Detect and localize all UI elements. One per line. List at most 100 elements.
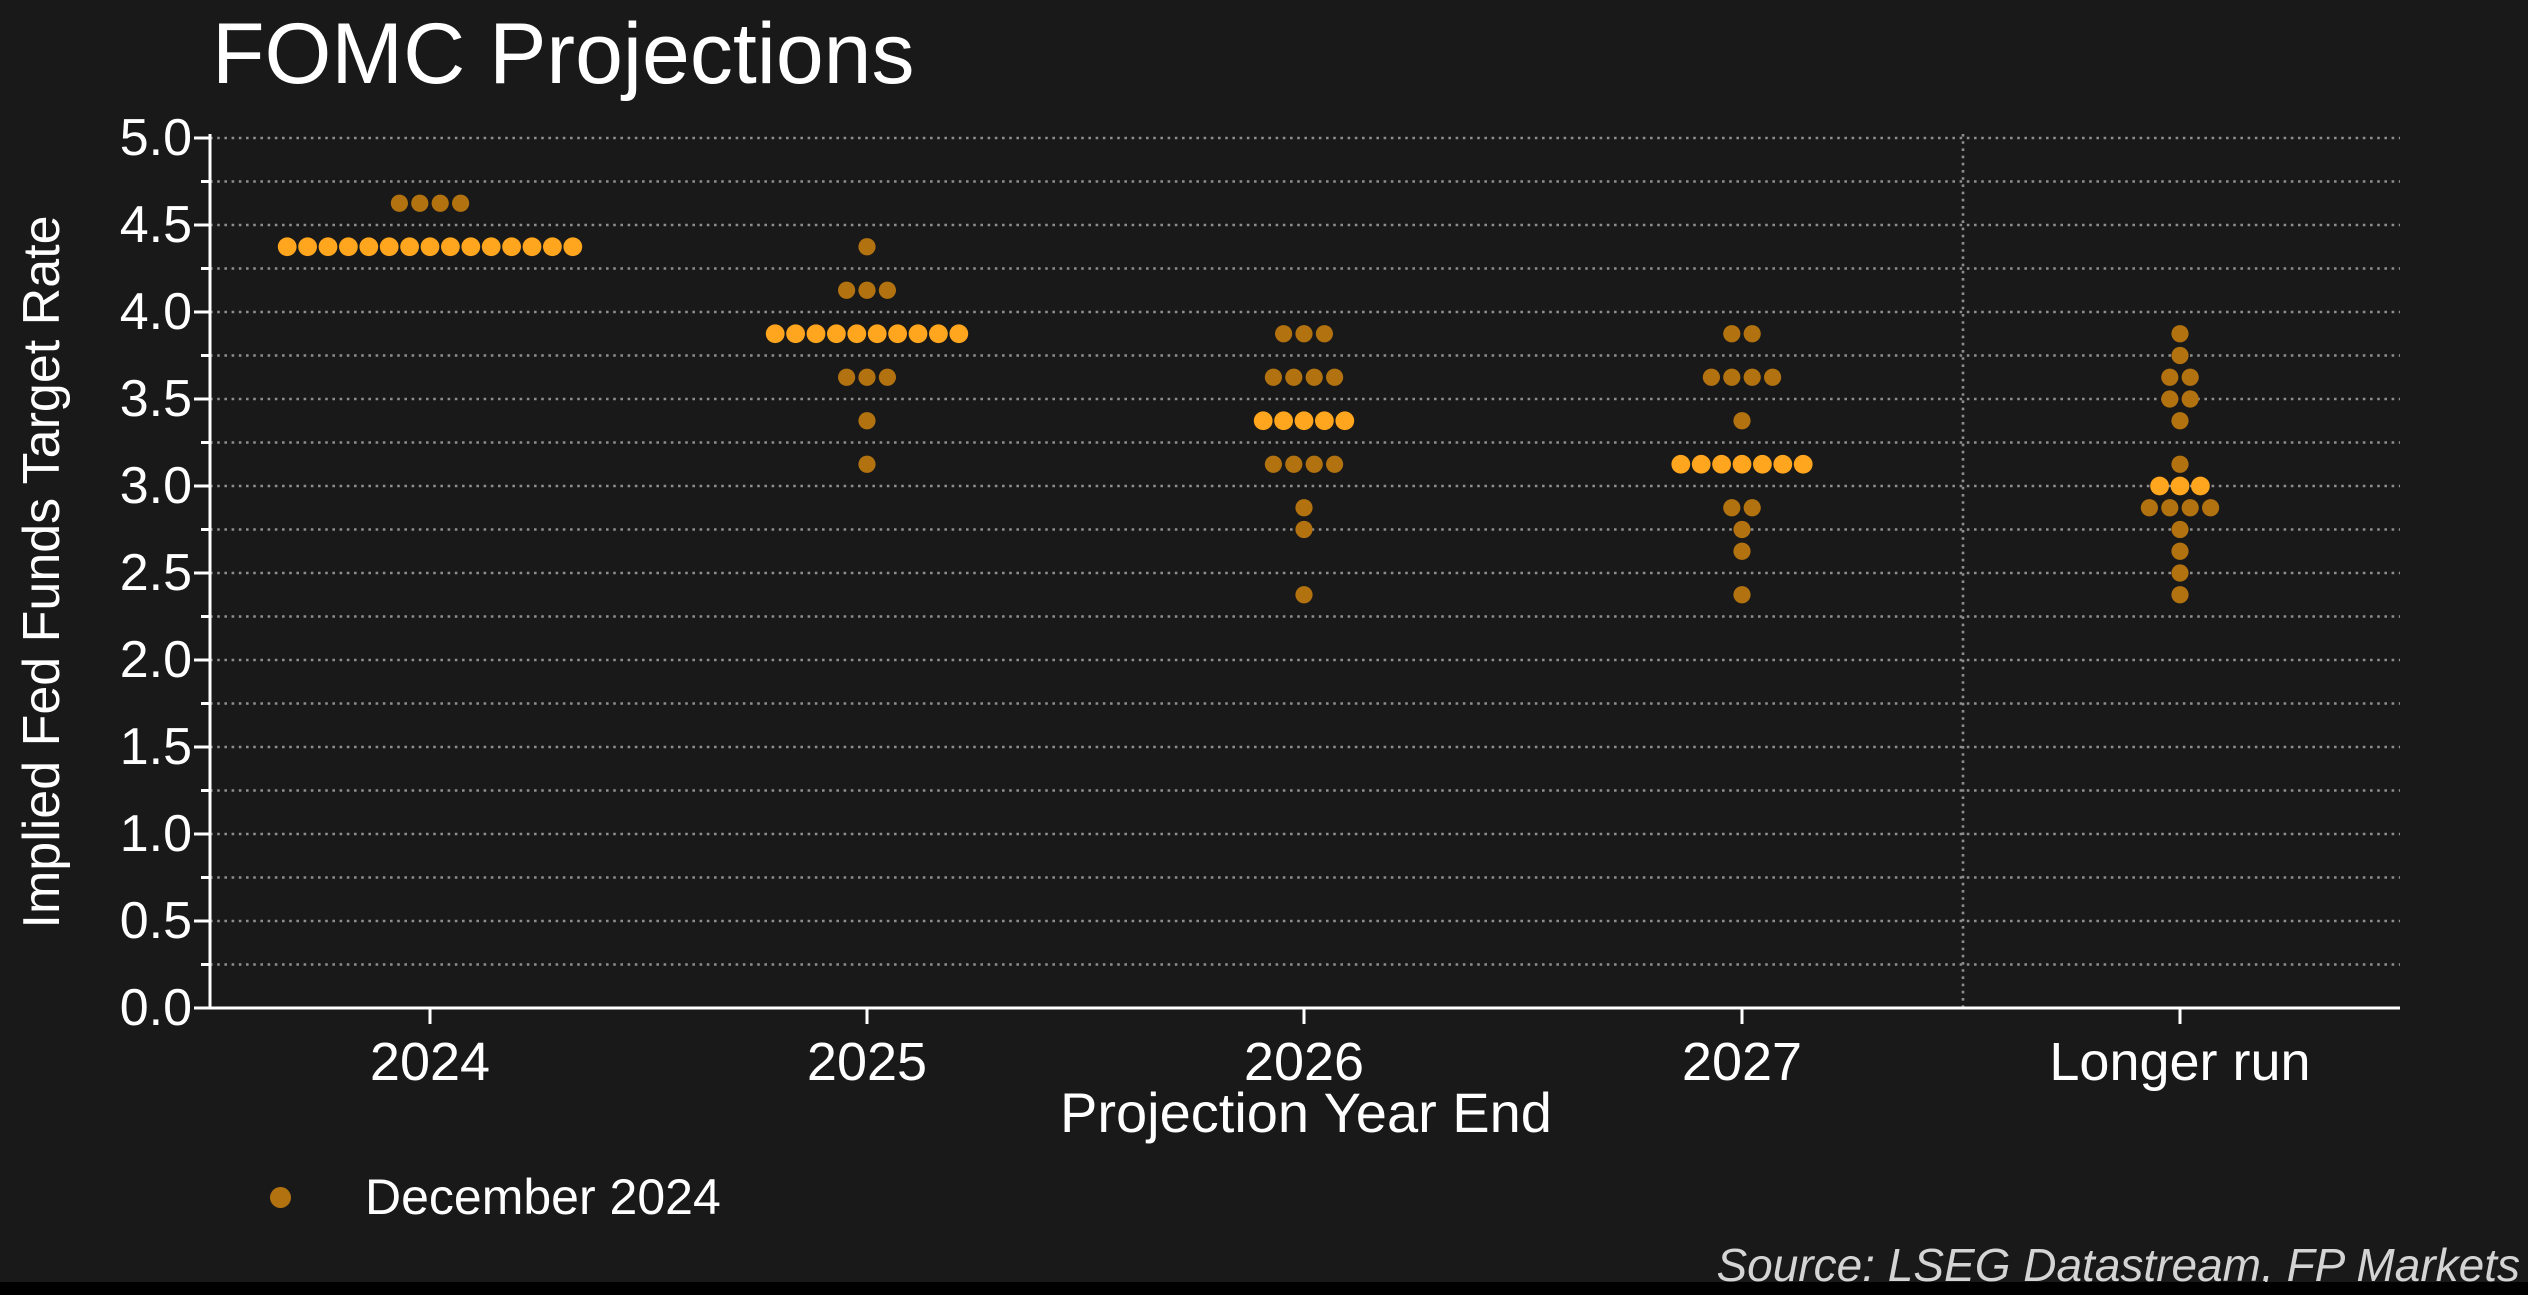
projection-dot bbox=[452, 194, 470, 212]
projection-dot bbox=[1315, 325, 1333, 343]
projection-dot bbox=[1733, 520, 1751, 539]
projection-dot bbox=[1285, 368, 1303, 386]
projection-dot bbox=[867, 324, 887, 344]
projection-dot bbox=[522, 237, 542, 257]
chart-title: FOMC Projections bbox=[212, 6, 915, 102]
projection-dot bbox=[400, 237, 419, 257]
projection-dot bbox=[858, 455, 876, 473]
projection-dot bbox=[1335, 411, 1355, 431]
projection-dot bbox=[765, 324, 785, 344]
y-tick-label: 0.0 bbox=[119, 979, 192, 1037]
projection-dot bbox=[2181, 390, 2199, 408]
projection-dot bbox=[1712, 454, 1731, 474]
y-tick-label: 0.5 bbox=[119, 892, 192, 950]
projection-dot bbox=[1285, 455, 1303, 473]
projection-dot bbox=[1294, 411, 1314, 431]
projection-dot bbox=[2171, 564, 2189, 582]
projection-dot bbox=[1733, 542, 1751, 560]
x-tick-label: Longer run bbox=[2049, 1032, 2311, 1092]
projection-dot bbox=[949, 324, 969, 344]
x-axis-title: Projection Year End bbox=[1060, 1081, 1552, 1144]
projection-dot bbox=[1723, 368, 1741, 386]
projection-dot bbox=[441, 237, 460, 257]
projection-dot bbox=[1723, 325, 1741, 343]
projection-dot bbox=[1295, 586, 1313, 604]
projection-dot bbox=[390, 194, 408, 212]
projection-dot bbox=[858, 368, 876, 386]
projection-dot bbox=[543, 237, 562, 257]
projection-dot bbox=[2171, 520, 2189, 539]
projection-dot bbox=[481, 237, 501, 257]
projection-dot bbox=[1264, 455, 1282, 473]
projection-dot bbox=[461, 237, 481, 257]
projection-dot bbox=[1702, 368, 1720, 386]
projection-dot bbox=[2161, 499, 2179, 517]
y-tick-label: 1.0 bbox=[119, 805, 192, 863]
projection-dot bbox=[379, 237, 399, 257]
projection-dot bbox=[1274, 411, 1293, 431]
y-tick-label: 5.0 bbox=[119, 109, 192, 167]
projection-dot bbox=[888, 324, 907, 344]
projection-dot bbox=[1743, 499, 1761, 517]
projection-dot bbox=[411, 194, 429, 212]
x-tick-label: 2026 bbox=[1243, 1032, 1365, 1092]
projection-dot bbox=[1305, 455, 1323, 473]
projection-dot bbox=[1295, 499, 1313, 517]
projection-dot bbox=[1671, 454, 1691, 474]
projection-dot bbox=[502, 237, 521, 257]
projection-dot bbox=[359, 237, 379, 257]
y-tick-label: 1.5 bbox=[119, 718, 192, 776]
projection-dot bbox=[858, 281, 876, 299]
x-tick-label: 2024 bbox=[369, 1032, 491, 1092]
projection-dot bbox=[2140, 499, 2158, 517]
projection-dot bbox=[2171, 325, 2189, 343]
projection-dot bbox=[1326, 455, 1344, 473]
projection-dot bbox=[2171, 586, 2189, 604]
projection-dot bbox=[1315, 411, 1334, 431]
legend-label: December 2024 bbox=[365, 1169, 721, 1225]
projection-dot bbox=[1305, 368, 1323, 386]
projection-dot bbox=[1743, 368, 1761, 386]
projection-dot bbox=[1691, 454, 1711, 474]
projection-dot bbox=[806, 324, 826, 344]
projection-dot bbox=[878, 281, 897, 299]
x-tick-label: 2025 bbox=[806, 1032, 928, 1092]
projection-dot bbox=[2161, 390, 2179, 408]
projection-dot bbox=[339, 237, 358, 257]
projection-dot bbox=[2171, 412, 2189, 430]
projection-dot bbox=[1764, 368, 1782, 386]
projection-dot bbox=[1295, 325, 1313, 343]
projection-dot bbox=[2170, 476, 2190, 496]
projection-dot bbox=[318, 237, 338, 257]
legend-dot-marker bbox=[270, 1186, 291, 1208]
projection-dot bbox=[908, 324, 928, 344]
y-tick-label: 3.0 bbox=[119, 457, 192, 515]
y-tick-label: 4.5 bbox=[119, 196, 192, 254]
projection-dot bbox=[2191, 476, 2210, 496]
projection-dot bbox=[929, 324, 948, 344]
y-tick-label: 4.0 bbox=[119, 283, 192, 341]
projection-dot bbox=[2181, 499, 2199, 517]
projection-dot bbox=[1326, 368, 1344, 386]
bottom-border-bar bbox=[0, 1282, 2528, 1295]
projection-dot bbox=[420, 237, 440, 257]
projection-dot bbox=[298, 237, 317, 257]
projection-dot bbox=[1275, 325, 1293, 343]
projection-dot bbox=[2171, 455, 2189, 473]
x-tick-label: 2027 bbox=[1681, 1032, 1803, 1092]
projection-dot bbox=[1732, 454, 1752, 474]
projection-dot bbox=[2181, 368, 2199, 386]
projection-dot bbox=[277, 237, 297, 257]
projection-dot bbox=[2171, 542, 2189, 560]
projection-dot bbox=[786, 324, 805, 344]
y-tick-label: 3.5 bbox=[119, 370, 192, 428]
projection-dot bbox=[858, 238, 876, 256]
projection-dot bbox=[858, 412, 876, 430]
projection-dot bbox=[2161, 368, 2179, 386]
projection-dot bbox=[878, 368, 897, 386]
projection-dot bbox=[2171, 346, 2189, 365]
projection-dot bbox=[1793, 454, 1813, 474]
legend: December 2024 bbox=[270, 1168, 721, 1226]
